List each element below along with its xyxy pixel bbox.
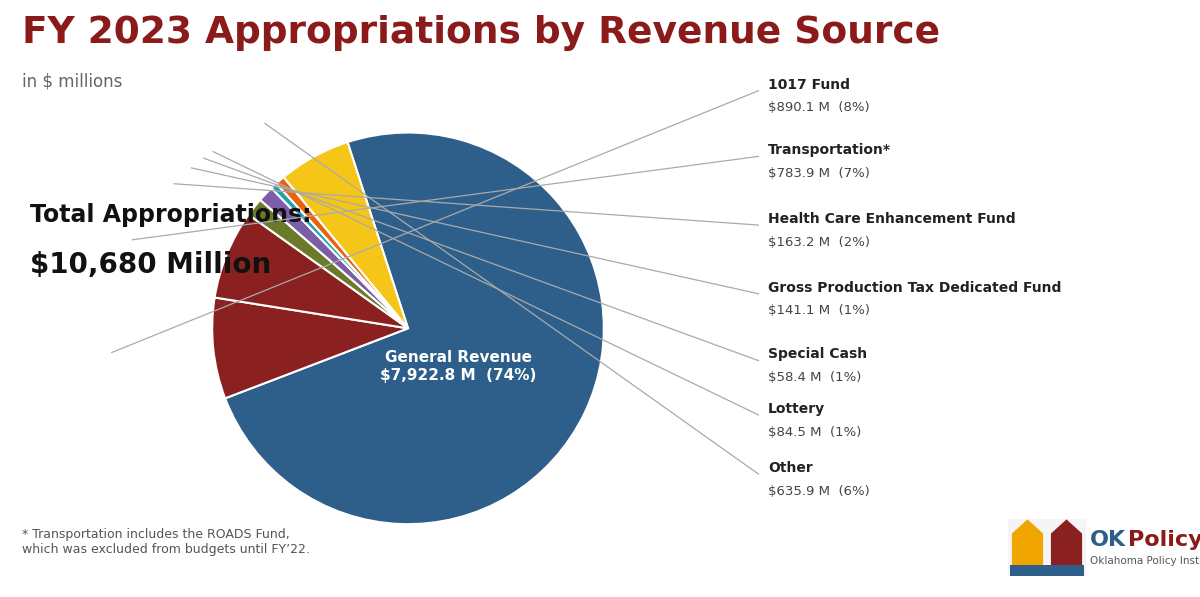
Wedge shape xyxy=(283,142,408,328)
Text: OK: OK xyxy=(1090,530,1126,550)
Text: $10,680 Million: $10,680 Million xyxy=(30,251,271,279)
Wedge shape xyxy=(276,177,408,328)
Text: $58.4 M  (1%): $58.4 M (1%) xyxy=(768,371,862,384)
Text: $84.5 M  (1%): $84.5 M (1%) xyxy=(768,426,862,439)
Text: Total Appropriations:: Total Appropriations: xyxy=(30,203,312,227)
Bar xyxy=(1009,565,1085,576)
Text: Oklahoma Policy Institute: Oklahoma Policy Institute xyxy=(1090,556,1200,567)
Text: $635.9 M  (6%): $635.9 M (6%) xyxy=(768,485,870,498)
Wedge shape xyxy=(226,133,604,524)
Text: General Revenue
$7,922.8 M  (74%): General Revenue $7,922.8 M (74%) xyxy=(380,350,536,383)
Wedge shape xyxy=(248,200,408,328)
Text: Policy: Policy xyxy=(1128,530,1200,550)
Wedge shape xyxy=(271,183,408,328)
Text: $890.1 M  (8%): $890.1 M (8%) xyxy=(768,101,870,115)
Text: $783.9 M  (7%): $783.9 M (7%) xyxy=(768,167,870,180)
Wedge shape xyxy=(260,188,408,328)
Text: Other: Other xyxy=(768,461,812,475)
Text: in $ millions: in $ millions xyxy=(22,73,122,91)
Text: Special Cash: Special Cash xyxy=(768,347,868,361)
Text: $163.2 M  (2%): $163.2 M (2%) xyxy=(768,236,870,249)
Text: Lottery: Lottery xyxy=(768,402,826,416)
Wedge shape xyxy=(212,297,408,398)
Text: 1017 Fund: 1017 Fund xyxy=(768,78,850,91)
Text: Health Care Enhancement Fund: Health Care Enhancement Fund xyxy=(768,212,1015,226)
Wedge shape xyxy=(215,215,408,328)
Polygon shape xyxy=(1012,519,1043,571)
Text: Transportation*: Transportation* xyxy=(768,143,890,157)
Text: Gross Production Tax Dedicated Fund: Gross Production Tax Dedicated Fund xyxy=(768,281,1061,294)
Text: FY 2023 Appropriations by Revenue Source: FY 2023 Appropriations by Revenue Source xyxy=(22,15,940,51)
Polygon shape xyxy=(1051,519,1082,571)
Text: $141.1 M  (1%): $141.1 M (1%) xyxy=(768,304,870,318)
Text: * Transportation includes the ROADS Fund,
which was excluded from budgets until : * Transportation includes the ROADS Fund… xyxy=(22,528,310,556)
